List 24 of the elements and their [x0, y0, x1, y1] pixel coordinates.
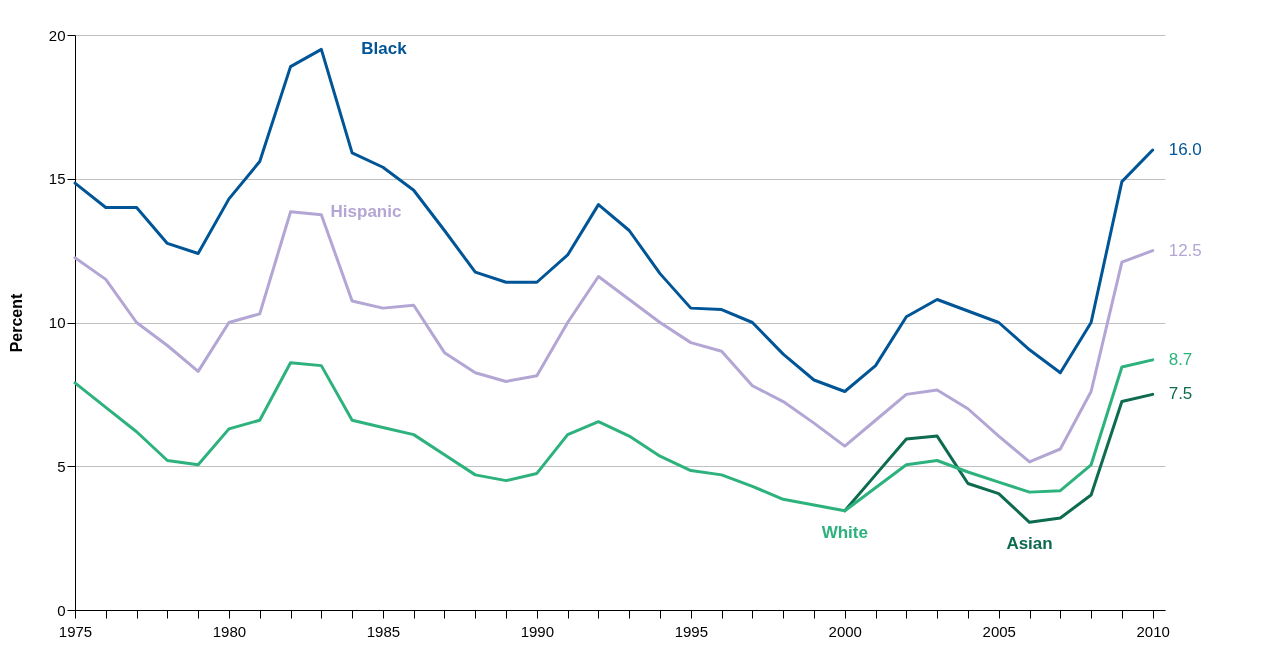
x-tick-label: 2005 [982, 622, 1016, 640]
series-label: White [821, 522, 868, 542]
y-tick-label: 10 [48, 314, 66, 331]
line-series [843, 392, 1155, 524]
y-tick-label: 5 [57, 457, 66, 475]
x-tick-label: 1980 [212, 622, 247, 640]
x-tick-label: 1975 [58, 622, 93, 640]
series-label: Asian [1006, 534, 1053, 554]
data-label: 16.0 [1168, 140, 1202, 159]
y-tick-label: 15 [48, 170, 66, 188]
data-label: 7.5 [1168, 384, 1193, 404]
data-label: 12.5 [1168, 240, 1202, 260]
x-tick-label: 2000 [828, 622, 862, 640]
x-tick-label: 1990 [520, 622, 555, 640]
line-series [73, 358, 1155, 513]
x-tick-label: 1995 [674, 622, 709, 640]
series-label: Hispanic [330, 201, 402, 221]
text: Black [361, 39, 408, 59]
x-tick-label: 2010 [1136, 622, 1170, 640]
y-axis-title: Percent [7, 292, 25, 353]
y-tick-label: 0 [57, 601, 66, 619]
x-tick-label: 1985 [366, 622, 401, 640]
data-label: 8.7 [1168, 349, 1193, 369]
y-tick-label: 20 [48, 26, 66, 44]
